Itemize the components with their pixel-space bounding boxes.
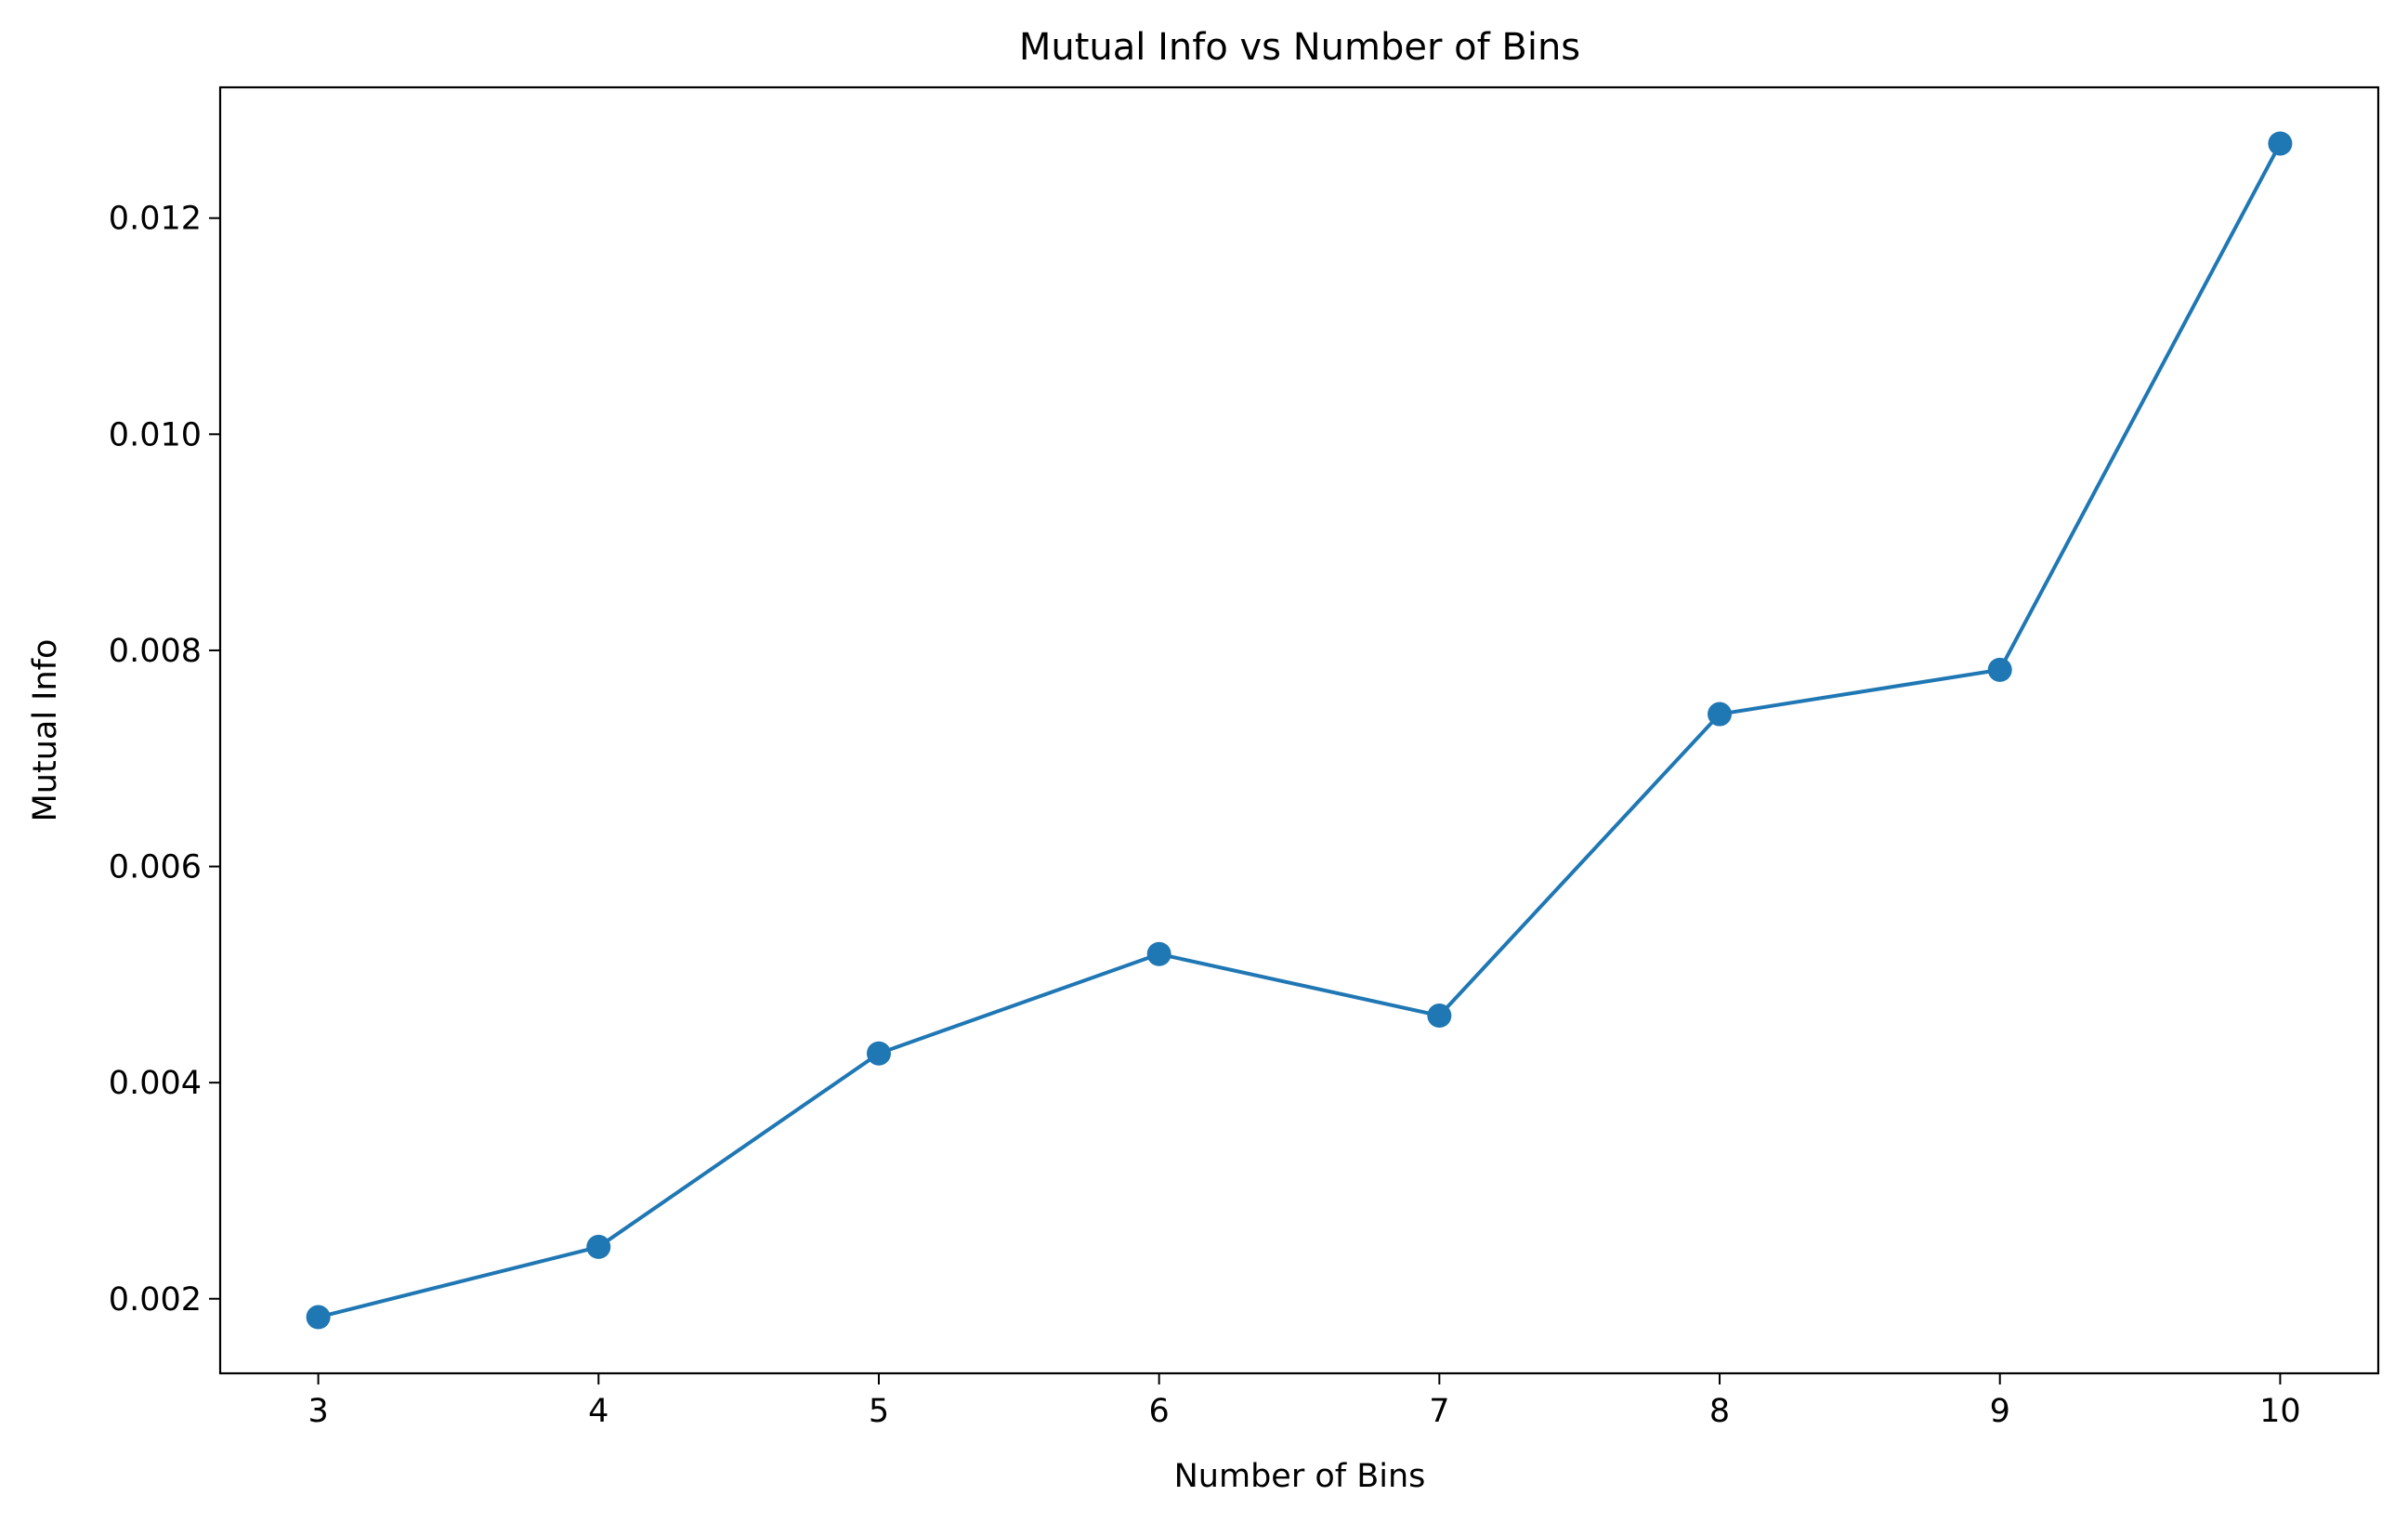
data-point: [586, 1234, 611, 1259]
data-point: [1427, 1004, 1452, 1029]
data-point: [1146, 941, 1171, 966]
data-point: [1708, 702, 1733, 727]
x-tick-label: 3: [308, 1393, 328, 1430]
series-line: [318, 142, 2283, 1319]
x-tick-label: 4: [588, 1393, 609, 1430]
x-tick-label: 6: [1149, 1393, 1170, 1430]
x-tick-label: 7: [1429, 1393, 1449, 1430]
axes-frame: [218, 85, 2380, 1375]
x-tick-label: 9: [1990, 1393, 2010, 1430]
data-point: [2268, 131, 2293, 156]
y-tick-label: 0.012: [109, 201, 202, 238]
plot-area: [306, 131, 2293, 1330]
y-tick-label: 0.008: [109, 633, 202, 670]
x-tick-label: 10: [2259, 1393, 2301, 1430]
x-axis-label: Number of Bins: [1174, 1458, 1426, 1495]
y-tick-label: 0.004: [109, 1065, 202, 1102]
y-axis-label: Mutual Info: [27, 639, 64, 822]
data-point: [866, 1041, 891, 1066]
x-tick-label: 8: [1709, 1393, 1730, 1430]
data-point: [306, 1305, 331, 1330]
y-tick-label: 0.010: [109, 416, 202, 453]
x-tick-label: 5: [869, 1393, 889, 1430]
chart-title: Mutual Info vs Number of Bins: [1019, 26, 1580, 69]
y-tick-label: 0.006: [109, 849, 202, 886]
data-point: [1987, 657, 2012, 682]
y-tick-label: 0.002: [109, 1281, 202, 1319]
